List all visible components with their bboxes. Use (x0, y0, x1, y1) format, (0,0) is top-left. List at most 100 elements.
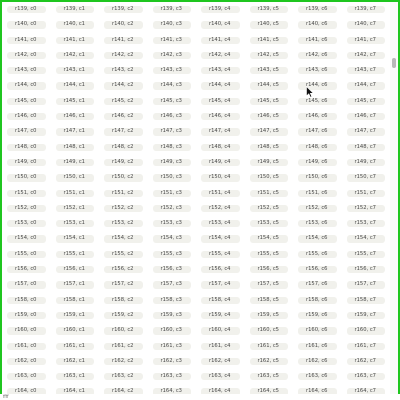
grid-cell[interactable]: r154, c5 (245, 231, 294, 246)
grid-cell[interactable]: r164, c1 (51, 384, 100, 394)
grid-cell[interactable]: r143, c0 (2, 63, 51, 78)
grid-cell[interactable]: r146, c0 (2, 109, 51, 124)
grid-cell[interactable]: r143, c6 (293, 63, 342, 78)
grid-cell[interactable]: r146, c2 (99, 109, 148, 124)
grid-cell[interactable]: r161, c0 (2, 339, 51, 354)
grid-cell[interactable]: r156, c5 (245, 262, 294, 277)
grid-cell[interactable]: r162, c6 (293, 354, 342, 369)
grid-cell[interactable]: r151, c7 (342, 186, 391, 201)
grid-cell[interactable]: r164, c5 (245, 384, 294, 394)
grid-cell[interactable]: r154, c2 (99, 231, 148, 246)
grid-cell[interactable]: r146, c4 (196, 109, 245, 124)
grid-cell[interactable]: r155, c2 (99, 247, 148, 262)
grid-cell[interactable]: r139, c6 (293, 2, 342, 17)
grid-cell[interactable]: r151, c0 (2, 186, 51, 201)
grid-cell[interactable]: r164, c3 (148, 384, 197, 394)
grid-cell[interactable]: r163, c3 (148, 369, 197, 384)
grid-cell[interactable]: r147, c5 (245, 124, 294, 139)
grid-cell[interactable]: r142, c0 (2, 48, 51, 63)
grid-cell[interactable]: r148, c7 (342, 140, 391, 155)
grid-cell[interactable]: r140, c4 (196, 17, 245, 32)
grid-cell[interactable]: r161, c4 (196, 339, 245, 354)
grid-cell[interactable]: r141, c6 (293, 33, 342, 48)
grid-cell[interactable]: r148, c5 (245, 140, 294, 155)
grid-cell[interactable]: r153, c1 (51, 216, 100, 231)
grid-cell[interactable]: r153, c7 (342, 216, 391, 231)
grid-cell[interactable]: r144, c0 (2, 78, 51, 93)
grid-cell[interactable]: r145, c1 (51, 94, 100, 109)
grid-cell[interactable]: r153, c2 (99, 216, 148, 231)
grid-cell[interactable]: r160, c2 (99, 323, 148, 338)
grid-cell[interactable]: r157, c5 (245, 277, 294, 292)
grid-cell[interactable]: r154, c6 (293, 231, 342, 246)
scrollbar-thumb[interactable] (392, 58, 396, 68)
grid-cell[interactable]: r153, c3 (148, 216, 197, 231)
grid-cell[interactable]: r151, c3 (148, 186, 197, 201)
grid-cell[interactable]: r139, c1 (51, 2, 100, 17)
grid-cell[interactable]: r139, c4 (196, 2, 245, 17)
grid-cell[interactable]: r141, c7 (342, 33, 391, 48)
grid-cell[interactable]: r150, c3 (148, 170, 197, 185)
grid-cell[interactable]: r162, c5 (245, 354, 294, 369)
grid-cell[interactable]: r148, c3 (148, 140, 197, 155)
grid-cell[interactable]: r155, c7 (342, 247, 391, 262)
grid-cell[interactable]: r159, c6 (293, 308, 342, 323)
grid-cell[interactable]: r147, c1 (51, 124, 100, 139)
grid-cell[interactable]: r144, c1 (51, 78, 100, 93)
grid-cell[interactable]: r154, c4 (196, 231, 245, 246)
grid-cell[interactable]: r156, c4 (196, 262, 245, 277)
grid-cell[interactable]: r163, c4 (196, 369, 245, 384)
grid-cell[interactable]: r146, c3 (148, 109, 197, 124)
grid-cell[interactable]: r158, c7 (342, 293, 391, 308)
grid-cell[interactable]: r149, c0 (2, 155, 51, 170)
grid-cell[interactable]: r149, c4 (196, 155, 245, 170)
grid-cell[interactable]: r156, c6 (293, 262, 342, 277)
vertical-scrollbar[interactable] (390, 2, 398, 394)
grid-cell[interactable]: r156, c2 (99, 262, 148, 277)
grid-cell[interactable]: r148, c1 (51, 140, 100, 155)
grid-cell[interactable]: r143, c2 (99, 63, 148, 78)
grid-cell[interactable]: r159, c1 (51, 308, 100, 323)
grid-cell[interactable]: r158, c6 (293, 293, 342, 308)
grid-cell[interactable]: r143, c3 (148, 63, 197, 78)
grid-cell[interactable]: r150, c7 (342, 170, 391, 185)
grid-cell[interactable]: r156, c1 (51, 262, 100, 277)
grid-cell[interactable]: r141, c3 (148, 33, 197, 48)
grid-cell[interactable]: r140, c1 (51, 17, 100, 32)
grid-cell[interactable]: r146, c5 (245, 109, 294, 124)
grid-cell[interactable]: r147, c4 (196, 124, 245, 139)
grid-cell[interactable]: r162, c0 (2, 354, 51, 369)
grid-cell[interactable]: r155, c6 (293, 247, 342, 262)
grid-cell[interactable]: r140, c7 (342, 17, 391, 32)
grid-cell[interactable]: r139, c0 (2, 2, 51, 17)
grid-cell[interactable]: r142, c3 (148, 48, 197, 63)
grid-cell[interactable]: r144, c7 (342, 78, 391, 93)
grid-cell[interactable]: r141, c2 (99, 33, 148, 48)
grid-cell[interactable]: r152, c0 (2, 201, 51, 216)
grid-cell[interactable]: r159, c2 (99, 308, 148, 323)
grid-cell[interactable]: r158, c1 (51, 293, 100, 308)
grid-cell[interactable]: r143, c4 (196, 63, 245, 78)
grid-cell[interactable]: r152, c5 (245, 201, 294, 216)
grid-cell[interactable]: r146, c6 (293, 109, 342, 124)
grid-cell[interactable]: r141, c5 (245, 33, 294, 48)
grid-cell[interactable]: r140, c6 (293, 17, 342, 32)
grid-cell[interactable]: r160, c3 (148, 323, 197, 338)
grid-cell[interactable]: r143, c5 (245, 63, 294, 78)
grid-cell[interactable]: r144, c4 (196, 78, 245, 93)
grid-cell[interactable]: r149, c2 (99, 155, 148, 170)
grid-cell[interactable]: r154, c0 (2, 231, 51, 246)
grid-cell[interactable]: r139, c3 (148, 2, 197, 17)
grid-cell[interactable]: r152, c7 (342, 201, 391, 216)
grid-cell[interactable]: r151, c5 (245, 186, 294, 201)
grid-cell[interactable]: r147, c7 (342, 124, 391, 139)
grid-cell[interactable]: r156, c3 (148, 262, 197, 277)
grid-cell[interactable]: r147, c2 (99, 124, 148, 139)
grid-cell[interactable]: r145, c0 (2, 94, 51, 109)
grid-cell[interactable]: r158, c2 (99, 293, 148, 308)
grid-cell[interactable]: r143, c7 (342, 63, 391, 78)
grid-cell[interactable]: r161, c3 (148, 339, 197, 354)
grid-cell[interactable]: r158, c4 (196, 293, 245, 308)
grid-cell[interactable]: r144, c2 (99, 78, 148, 93)
grid-cell[interactable]: r155, c1 (51, 247, 100, 262)
